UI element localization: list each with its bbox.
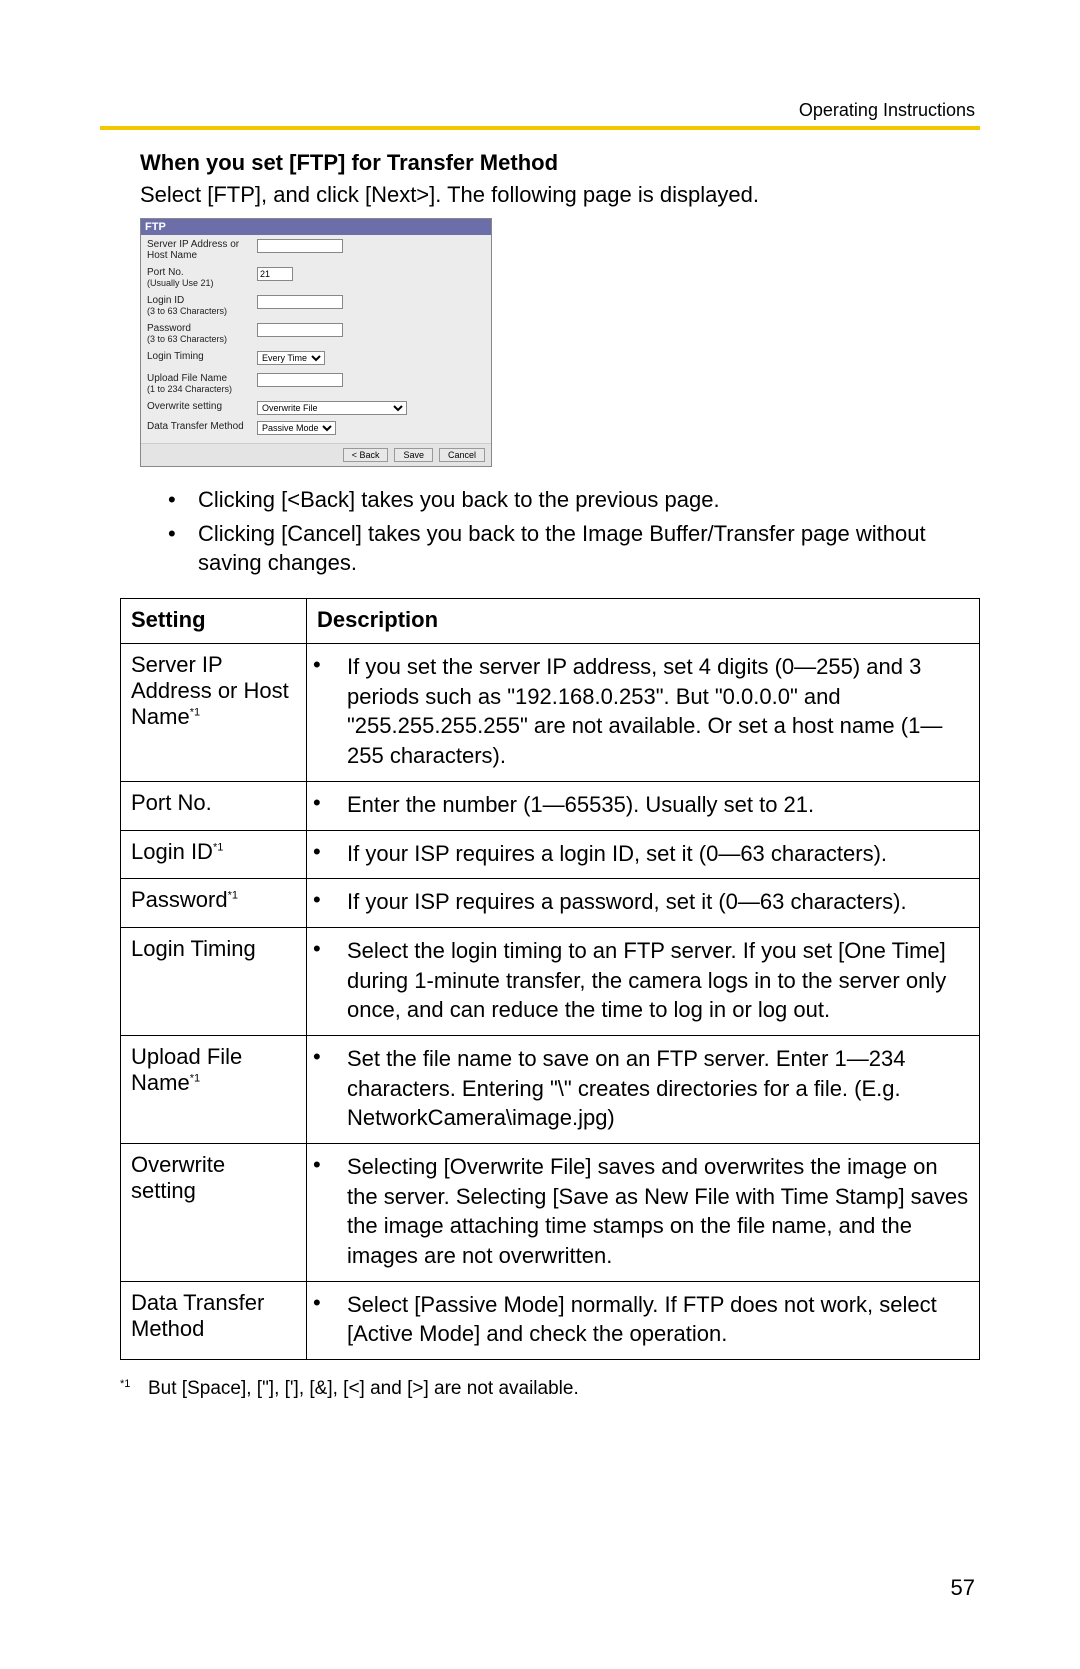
table-row: Upload File Name*1 •Set the file name to… — [121, 1035, 980, 1143]
login-timing-select[interactable]: Every Time — [257, 351, 325, 365]
th-description: Description — [307, 599, 980, 644]
header-rule — [100, 126, 980, 130]
desc-cell: •If your ISP requires a login ID, set it… — [307, 830, 980, 879]
overwrite-select[interactable]: Overwrite File — [257, 401, 407, 415]
cancel-button[interactable]: Cancel — [439, 448, 485, 462]
dtm-label: Data Transfer Method — [147, 421, 257, 432]
setting-cell: Login ID*1 — [121, 830, 307, 879]
footnote-mark: *1 — [120, 1378, 148, 1400]
table-row: Login Timing •Select the login timing to… — [121, 927, 980, 1035]
dialog-title: FTP — [141, 219, 491, 235]
setting-cell: Overwrite setting — [121, 1144, 307, 1282]
server-ip-label: Server IP Address or Host Name — [147, 239, 257, 261]
setting-cell: Port No. — [121, 781, 307, 830]
password-input[interactable] — [257, 323, 343, 337]
server-ip-input[interactable] — [257, 239, 343, 253]
password-label: Password (3 to 63 Characters) — [147, 323, 257, 345]
desc-cell: •Select [Passive Mode] normally. If FTP … — [307, 1281, 980, 1359]
desc-cell: •Set the file name to save on an FTP ser… — [307, 1035, 980, 1143]
table-row: Server IP Address or Host Name*1 •If you… — [121, 644, 980, 782]
desc-cell: •Selecting [Overwrite File] saves and ov… — [307, 1144, 980, 1282]
table-row: Data Transfer Method •Select [Passive Mo… — [121, 1281, 980, 1359]
login-id-label: Login ID (3 to 63 Characters) — [147, 295, 257, 317]
port-label: Port No. (Usually Use 21) — [147, 267, 257, 289]
footnote: *1 But [Space], ["], ['], [&], [<] and [… — [120, 1378, 980, 1400]
setting-cell: Password*1 — [121, 879, 307, 928]
setting-cell: Server IP Address or Host Name*1 — [121, 644, 307, 782]
table-row: Login ID*1 •If your ISP requires a login… — [121, 830, 980, 879]
desc-cell: •If you set the server IP address, set 4… — [307, 644, 980, 782]
back-button[interactable]: < Back — [343, 448, 389, 462]
note-back: Clicking [<Back] takes you back to the p… — [168, 485, 980, 515]
note-cancel: Clicking [Cancel] takes you back to the … — [168, 519, 980, 578]
document-page: Operating Instructions When you set [FTP… — [0, 0, 1080, 1669]
table-row: Overwrite setting •Selecting [Overwrite … — [121, 1144, 980, 1282]
upload-file-label: Upload File Name (1 to 234 Characters) — [147, 373, 257, 395]
save-button[interactable]: Save — [394, 448, 433, 462]
dialog-body: Server IP Address or Host Name Port No. … — [141, 235, 491, 443]
desc-cell: •If your ISP requires a password, set it… — [307, 879, 980, 928]
footnote-text: But [Space], ["], ['], [&], [<] and [>] … — [148, 1378, 579, 1400]
desc-cell: •Select the login timing to an FTP serve… — [307, 927, 980, 1035]
notes-list: Clicking [<Back] takes you back to the p… — [168, 485, 980, 578]
port-input[interactable] — [257, 267, 293, 281]
page-number: 57 — [951, 1575, 975, 1601]
setting-cell: Upload File Name*1 — [121, 1035, 307, 1143]
overwrite-label: Overwrite setting — [147, 401, 257, 412]
dialog-buttons: < Back Save Cancel — [141, 443, 491, 466]
upload-file-input[interactable] — [257, 373, 343, 387]
dtm-select[interactable]: Passive Mode — [257, 421, 336, 435]
table-row: Port No. •Enter the number (1—65535). Us… — [121, 781, 980, 830]
intro-text: Select [FTP], and click [Next>]. The fol… — [140, 182, 980, 208]
header-text: Operating Instructions — [799, 100, 975, 121]
section-title: When you set [FTP] for Transfer Method — [140, 150, 980, 176]
setting-cell: Login Timing — [121, 927, 307, 1035]
login-timing-label: Login Timing — [147, 351, 257, 362]
desc-cell: •Enter the number (1—65535). Usually set… — [307, 781, 980, 830]
content: When you set [FTP] for Transfer Method S… — [120, 150, 980, 1400]
setting-cell: Data Transfer Method — [121, 1281, 307, 1359]
ftp-dialog: FTP Server IP Address or Host Name Port … — [140, 218, 492, 467]
table-row: Password*1 •If your ISP requires a passw… — [121, 879, 980, 928]
settings-table: Setting Description Server IP Address or… — [120, 598, 980, 1360]
th-setting: Setting — [121, 599, 307, 644]
login-id-input[interactable] — [257, 295, 343, 309]
